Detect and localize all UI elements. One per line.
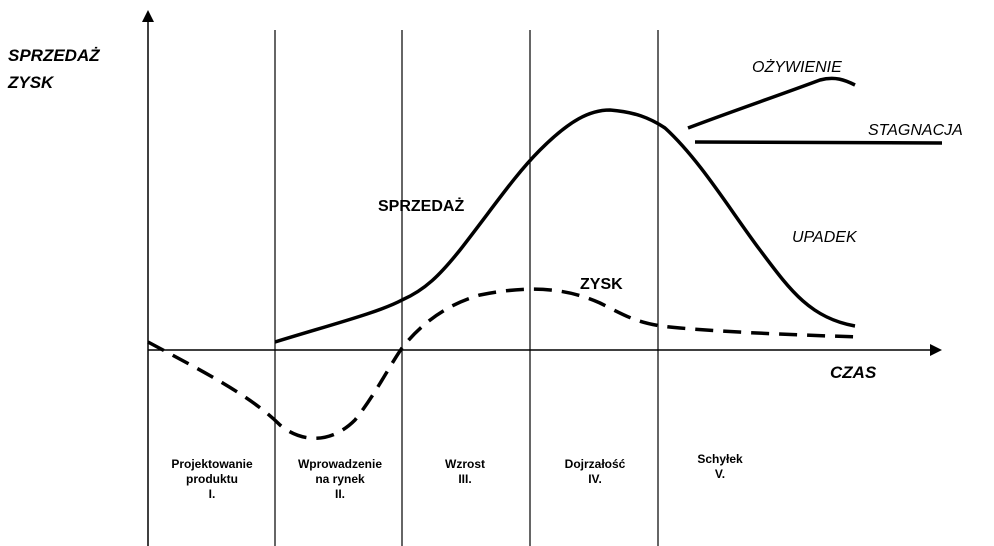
phase-label: Schyłek bbox=[697, 452, 743, 466]
x-axis-label: CZAS bbox=[830, 363, 877, 382]
y-axis-label: SPRZEDAŻ bbox=[8, 46, 100, 65]
phase-label: Wprowadzenie bbox=[298, 457, 382, 471]
phase-label: Wzrost bbox=[445, 457, 485, 471]
phase-label: II. bbox=[335, 487, 345, 501]
stagnation-line bbox=[694, 140, 943, 145]
curve-label: STAGNACJA bbox=[868, 122, 963, 139]
revival-curve bbox=[687, 76, 856, 130]
curve-label: OŻYWIENIE bbox=[752, 57, 842, 76]
curve-label: ZYSK bbox=[580, 276, 623, 293]
curve-label: UPADEK bbox=[792, 229, 858, 246]
phase-label: produktu bbox=[186, 472, 238, 486]
phase-label: III. bbox=[458, 472, 471, 486]
phase-label: V. bbox=[715, 467, 725, 481]
phase-label: I. bbox=[209, 487, 216, 501]
y-axis-label: ZYSK bbox=[7, 73, 55, 92]
phase-label: na rynek bbox=[315, 472, 365, 486]
curve-label: SPRZEDAŻ bbox=[378, 197, 464, 215]
phase-label: Dojrzałość bbox=[565, 457, 626, 471]
dividers bbox=[274, 30, 659, 546]
phase-label: Projektowanie bbox=[171, 457, 253, 471]
phase-label: IV. bbox=[588, 472, 602, 486]
sales-curve bbox=[274, 108, 856, 344]
profit-curve bbox=[147, 287, 861, 440]
